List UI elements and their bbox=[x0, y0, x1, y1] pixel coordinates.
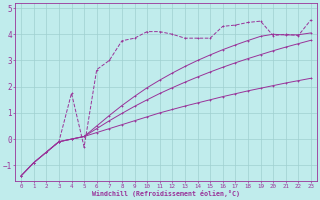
X-axis label: Windchill (Refroidissement éolien,°C): Windchill (Refroidissement éolien,°C) bbox=[92, 190, 240, 197]
